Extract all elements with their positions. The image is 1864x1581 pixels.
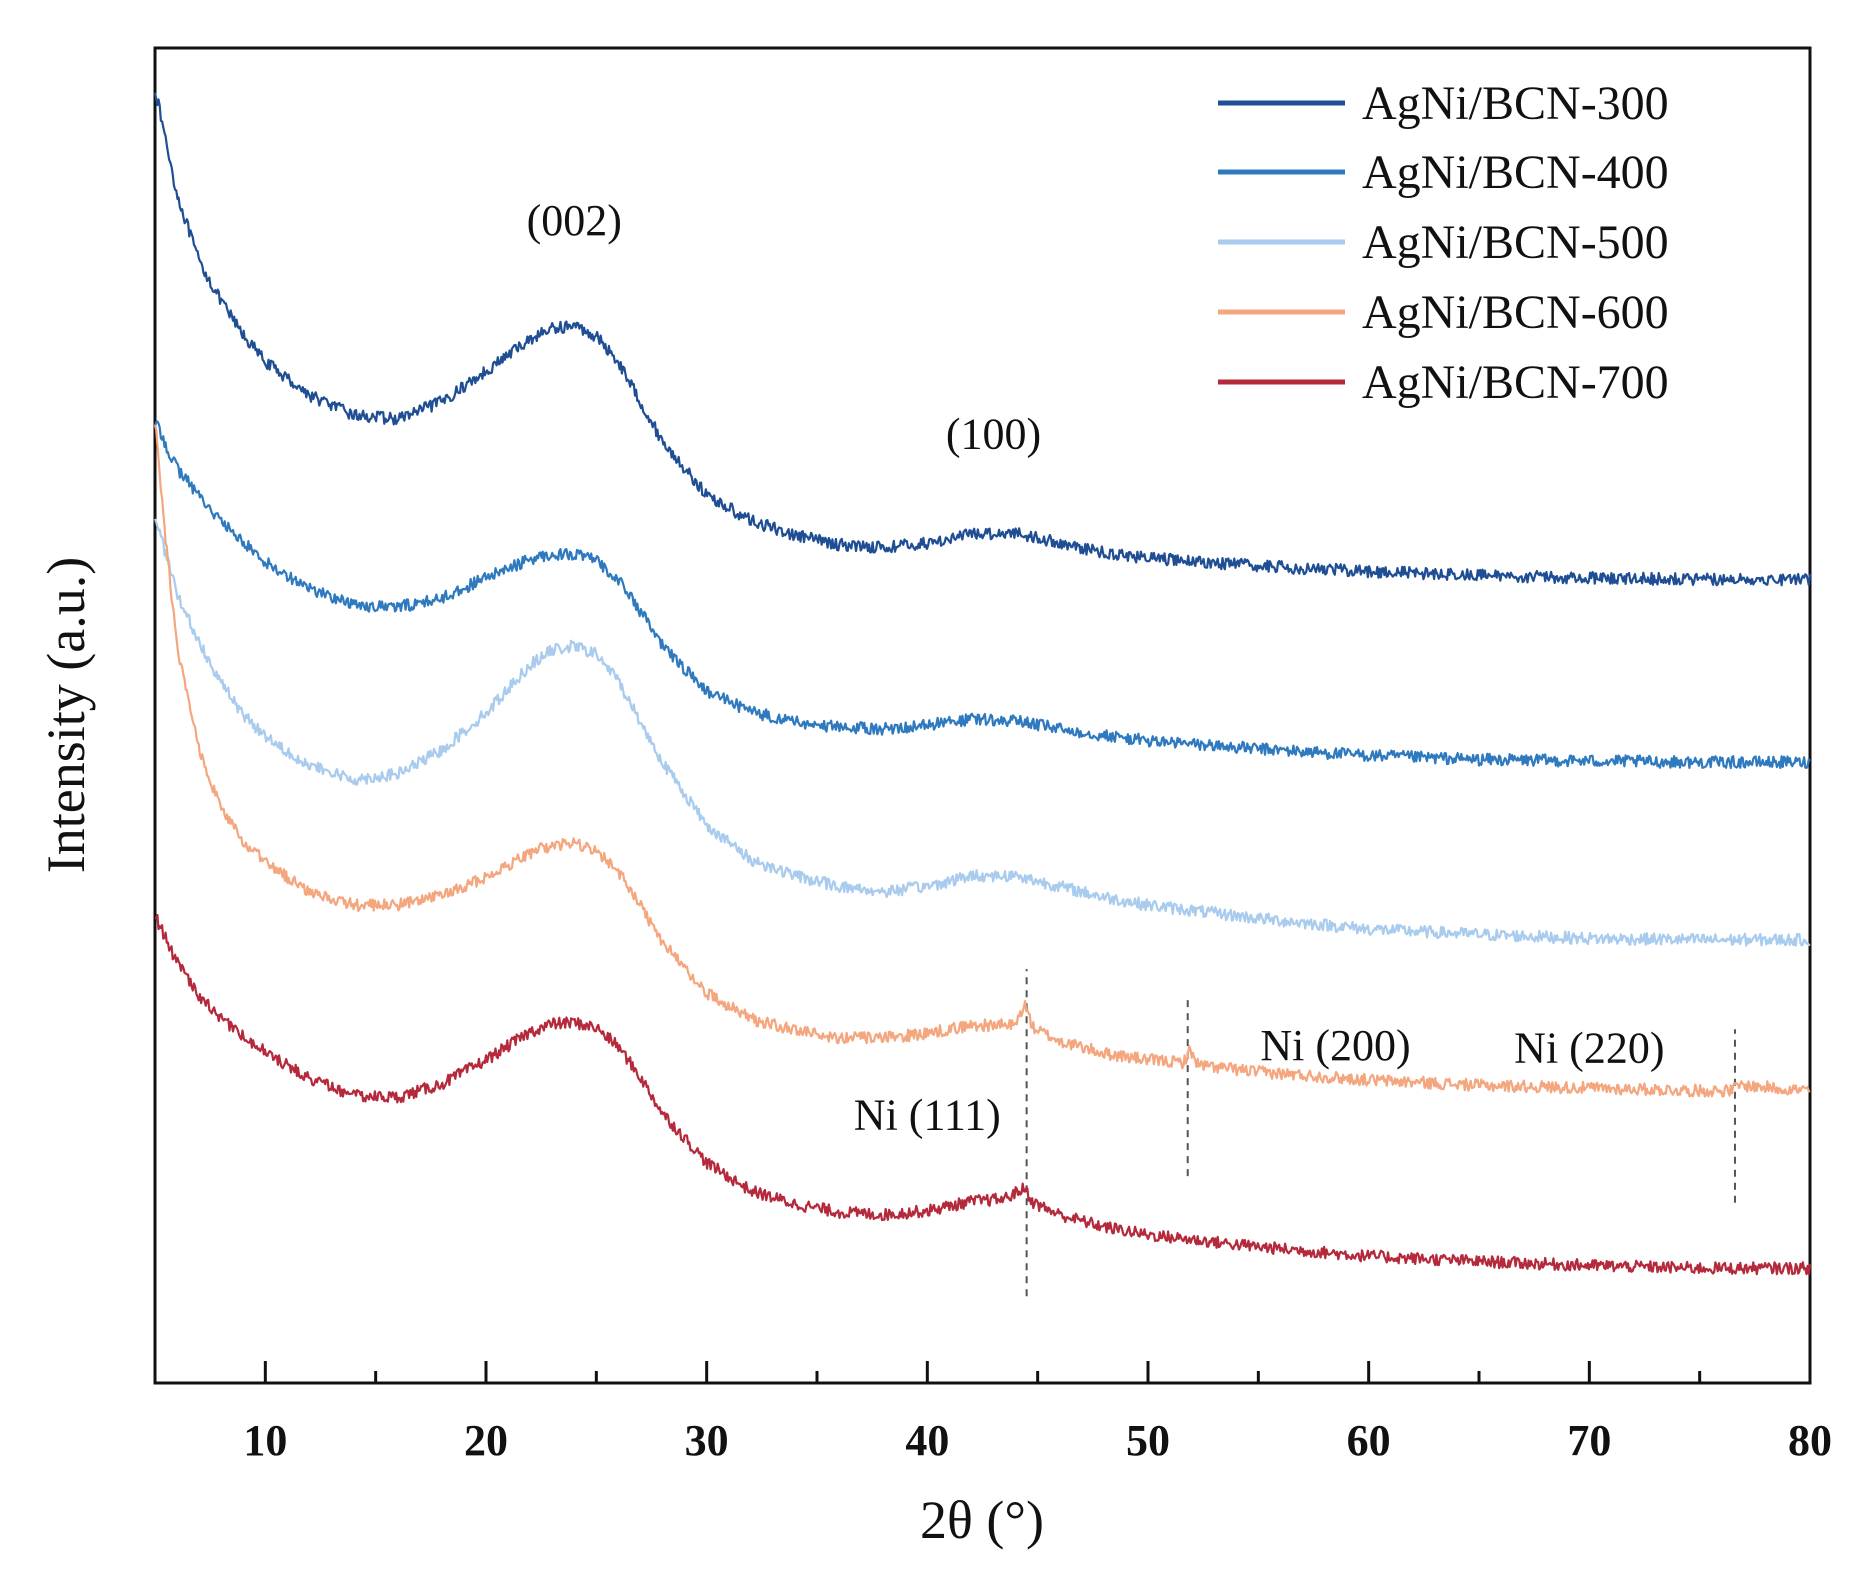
x-tick-label-60: 60 bbox=[1347, 1416, 1391, 1465]
x-tick-label-40: 40 bbox=[905, 1416, 949, 1465]
x-tick-label-50: 50 bbox=[1126, 1416, 1170, 1465]
x-tick-label-80: 80 bbox=[1788, 1416, 1832, 1465]
annotation-100: (100) bbox=[946, 410, 1041, 459]
annotation-ni-200: Ni (200) bbox=[1260, 1021, 1410, 1070]
x-tick-label-70: 70 bbox=[1567, 1416, 1611, 1465]
plot-frame bbox=[153, 46, 1812, 1385]
x-tick-label-20: 20 bbox=[464, 1416, 508, 1465]
series-agni-bcn-500 bbox=[153, 518, 1811, 947]
legend-label-agni-bcn-600: AgNi/BCN-600 bbox=[1362, 286, 1669, 339]
peak-annotations: (002) (100) Ni (111) Ni (200) Ni (220) bbox=[527, 196, 1665, 1139]
annotation-002: (002) bbox=[527, 196, 622, 245]
legend-label-agni-bcn-400: AgNi/BCN-400 bbox=[1362, 146, 1669, 199]
series-layer bbox=[153, 92, 1812, 1276]
series-agni-bcn-700 bbox=[154, 913, 1812, 1276]
legend-label-agni-bcn-500: AgNi/BCN-500 bbox=[1362, 216, 1669, 269]
x-tick-label-30: 30 bbox=[685, 1416, 729, 1465]
series-agni-bcn-300 bbox=[153, 92, 1812, 587]
x-axis-ticks: 10 20 30 40 50 60 70 80 bbox=[243, 1361, 1832, 1465]
series-agni-bcn-600 bbox=[153, 424, 1811, 1098]
annotation-ni-111: Ni (111) bbox=[854, 1090, 1001, 1139]
legend: AgNi/BCN-300 AgNi/BCN-400 AgNi/BCN-500 A… bbox=[1218, 77, 1669, 409]
y-axis-title: Intensity (a.u.) bbox=[36, 557, 96, 873]
x-axis-title: 2θ (°) bbox=[920, 1490, 1044, 1550]
legend-label-agni-bcn-700: AgNi/BCN-700 bbox=[1362, 356, 1669, 409]
reference-lines bbox=[1025, 969, 1736, 1297]
annotation-ni-220: Ni (220) bbox=[1514, 1024, 1664, 1073]
x-tick-label-10: 10 bbox=[243, 1416, 287, 1465]
series-agni-bcn-400 bbox=[153, 420, 1811, 770]
legend-label-agni-bcn-300: AgNi/BCN-300 bbox=[1362, 77, 1669, 130]
